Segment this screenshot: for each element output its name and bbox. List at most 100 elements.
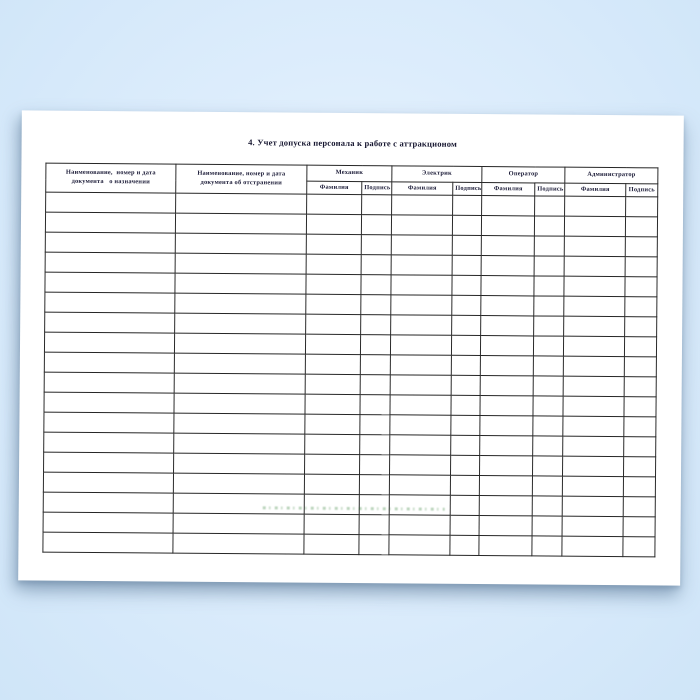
empty-cell bbox=[43, 392, 175, 414]
empty-cell bbox=[563, 296, 625, 317]
empty-cell bbox=[173, 513, 305, 535]
empty-cell bbox=[564, 236, 626, 257]
empty-cell bbox=[480, 335, 534, 356]
empty-cell bbox=[451, 335, 481, 356]
empty-cell bbox=[175, 193, 307, 215]
empty-cell bbox=[391, 254, 453, 276]
empty-cell bbox=[623, 436, 656, 457]
empty-cell bbox=[173, 433, 305, 455]
empty-cell bbox=[389, 414, 451, 436]
table-body bbox=[42, 192, 658, 557]
empty-cell bbox=[174, 273, 307, 295]
empty-cell bbox=[561, 536, 624, 557]
empty-cell bbox=[359, 494, 390, 515]
empty-cell bbox=[562, 416, 625, 437]
empty-cell bbox=[44, 352, 175, 374]
empty-cell bbox=[175, 253, 307, 275]
empty-cell bbox=[480, 275, 535, 296]
empty-cell bbox=[305, 294, 361, 315]
empty-cell bbox=[451, 315, 481, 336]
empty-cell bbox=[304, 474, 360, 495]
empty-cell bbox=[43, 432, 174, 454]
empty-cell bbox=[481, 235, 535, 256]
empty-cell bbox=[359, 454, 390, 475]
empty-cell bbox=[534, 215, 565, 237]
empty-cell bbox=[562, 456, 624, 477]
empty-cell bbox=[360, 354, 391, 375]
empty-cell bbox=[306, 194, 362, 215]
empty-cell bbox=[360, 274, 392, 295]
empty-cell bbox=[533, 355, 564, 377]
empty-cell bbox=[452, 195, 482, 216]
empty-cell bbox=[533, 375, 564, 397]
empty-cell bbox=[623, 476, 656, 497]
empty-cell bbox=[361, 214, 392, 235]
empty-cell bbox=[481, 195, 535, 216]
subheader-administrator-signature: Подпись bbox=[625, 183, 658, 197]
empty-cell bbox=[359, 514, 390, 535]
empty-cell bbox=[532, 435, 563, 457]
subheader-operator-surname: Фамилия bbox=[481, 182, 535, 196]
empty-cell bbox=[175, 233, 307, 255]
empty-cell bbox=[563, 376, 625, 397]
empty-cell bbox=[174, 353, 306, 375]
empty-cell bbox=[532, 475, 563, 497]
subheader-electrician-surname: Фамилия bbox=[391, 181, 453, 196]
empty-cell bbox=[531, 535, 563, 557]
empty-cell bbox=[361, 194, 392, 215]
empty-cell bbox=[43, 452, 174, 474]
empty-cell bbox=[173, 453, 305, 475]
empty-cell bbox=[389, 434, 451, 456]
empty-cell bbox=[45, 232, 176, 254]
empty-cell bbox=[361, 234, 392, 255]
empty-cell bbox=[562, 476, 624, 497]
empty-cell bbox=[623, 496, 656, 517]
empty-cell bbox=[173, 493, 305, 515]
empty-cell bbox=[534, 255, 565, 277]
empty-cell bbox=[623, 456, 656, 477]
empty-cell bbox=[44, 272, 176, 294]
column-header-mechanic: Механик bbox=[306, 165, 392, 182]
empty-cell bbox=[479, 415, 533, 436]
empty-cell bbox=[305, 354, 361, 375]
empty-cell bbox=[480, 375, 534, 396]
empty-cell bbox=[563, 396, 625, 417]
empty-cell bbox=[44, 372, 175, 394]
empty-cell bbox=[43, 412, 174, 434]
empty-cell bbox=[563, 336, 625, 357]
empty-cell bbox=[624, 276, 658, 297]
empty-cell bbox=[451, 375, 481, 396]
empty-cell bbox=[305, 334, 361, 355]
empty-cell bbox=[624, 336, 657, 357]
empty-cell bbox=[304, 414, 360, 435]
empty-cell bbox=[479, 475, 533, 496]
empty-cell bbox=[479, 495, 533, 516]
empty-cell bbox=[359, 474, 390, 495]
table-row bbox=[42, 532, 656, 557]
empty-cell bbox=[479, 395, 534, 416]
empty-cell bbox=[479, 435, 533, 456]
subheader-electrician-signature: Подпись bbox=[452, 182, 482, 196]
empty-cell bbox=[452, 215, 482, 236]
empty-cell bbox=[450, 415, 480, 436]
empty-cell bbox=[480, 315, 534, 336]
empty-cell bbox=[44, 312, 175, 334]
empty-cell bbox=[562, 436, 624, 457]
empty-cell bbox=[623, 516, 656, 537]
empty-cell bbox=[389, 474, 451, 496]
empty-cell bbox=[360, 334, 391, 355]
empty-cell bbox=[533, 295, 564, 317]
empty-cell bbox=[533, 275, 565, 297]
empty-cell bbox=[306, 254, 362, 275]
empty-cell bbox=[360, 294, 391, 315]
empty-cell bbox=[42, 532, 174, 554]
subheader-administrator-surname: Фамилия bbox=[564, 183, 626, 197]
empty-cell bbox=[360, 314, 391, 335]
empty-cell bbox=[479, 455, 533, 476]
admission-log-table: Наименование, номер и дата документа о н… bbox=[42, 163, 658, 558]
empty-cell bbox=[173, 393, 306, 415]
empty-cell bbox=[174, 293, 306, 315]
empty-cell bbox=[450, 495, 480, 516]
empty-cell bbox=[389, 394, 452, 416]
empty-cell bbox=[563, 356, 625, 377]
